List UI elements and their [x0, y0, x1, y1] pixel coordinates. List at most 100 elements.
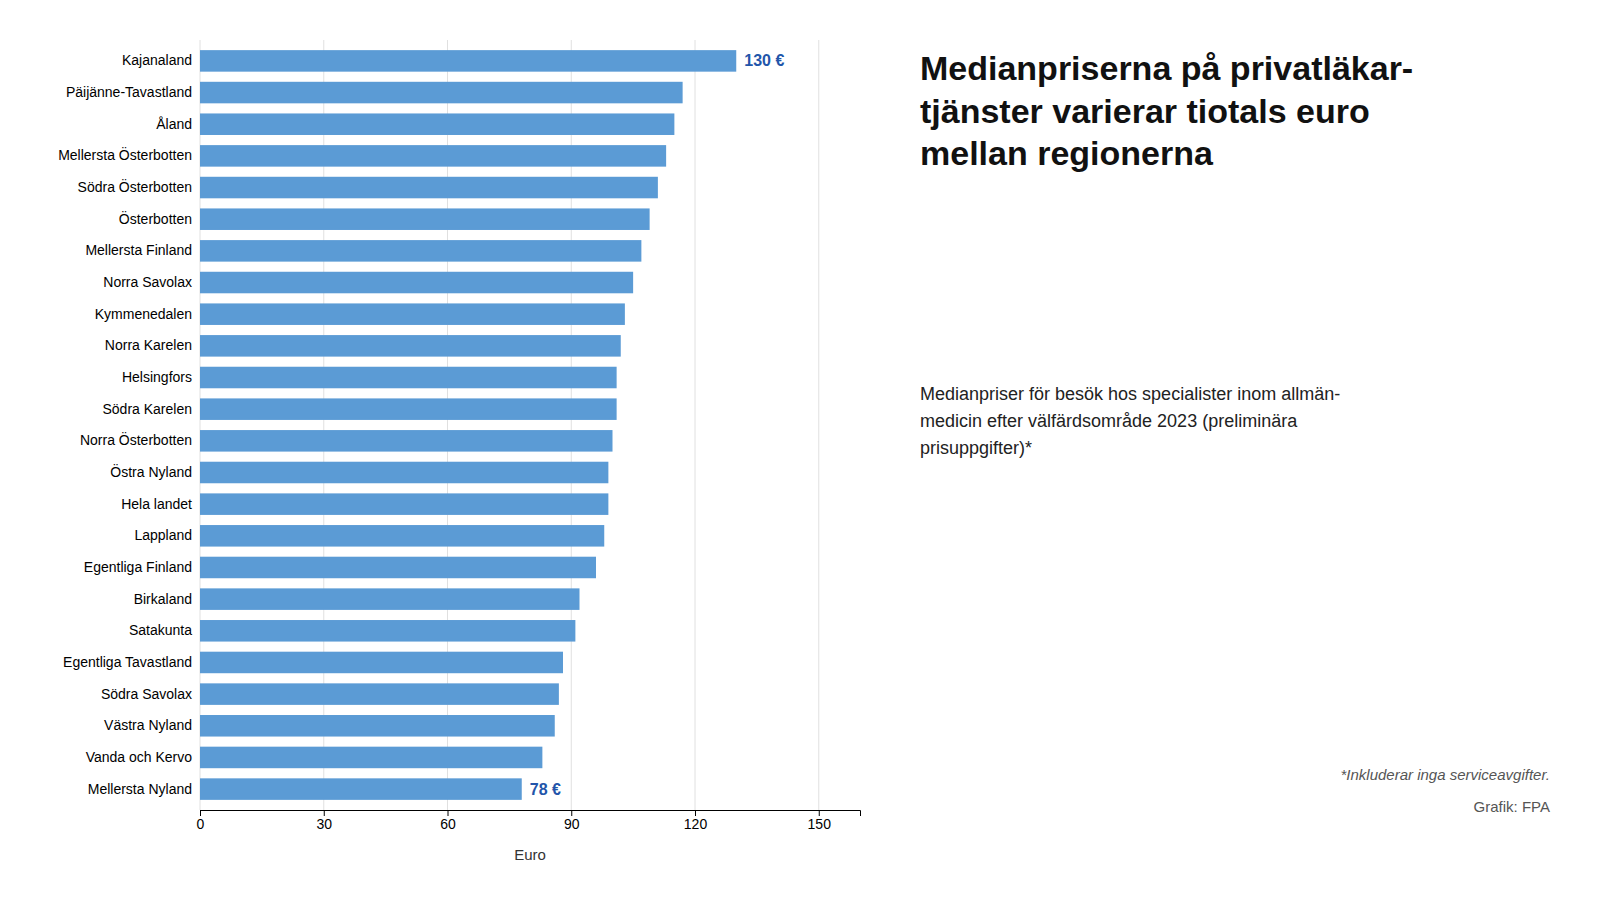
y-tick-label: Mellersta Finland: [85, 242, 192, 258]
y-tick: Satakunta: [129, 622, 192, 638]
grid-line: [695, 40, 696, 810]
x-tick-label: 150: [808, 816, 832, 832]
y-tick: Södra Österbotten: [78, 178, 192, 195]
y-tick: Mellersta Nyland: [88, 781, 192, 797]
y-tick: Mellersta Österbotten: [58, 146, 192, 163]
x-tick: 0: [197, 810, 205, 832]
y-tick-label: Hela landet: [121, 496, 192, 512]
x-axis-title: Euro: [514, 846, 546, 863]
bar: [200, 715, 555, 737]
y-tick-label: Norra Savolax: [103, 274, 192, 290]
y-tick: Västra Nyland: [104, 717, 192, 733]
bar: [200, 778, 522, 800]
x-axis-line: [201, 811, 861, 817]
y-tick: Norra Österbotten: [80, 431, 192, 448]
y-tick: Södra Karelen: [102, 401, 192, 417]
bar: [200, 145, 666, 167]
y-tick: Egentliga Tavastland: [63, 654, 192, 670]
y-tick-label: Österbotten: [119, 210, 192, 227]
bar: [200, 652, 563, 674]
title: Medianpriserna på privatläkar-tjänster v…: [920, 49, 1413, 172]
y-tick-label: Kajanaland: [122, 52, 192, 68]
y-tick: Norra Savolax: [103, 274, 192, 290]
bar: [200, 525, 604, 547]
y-tick-label: Egentliga Tavastland: [63, 654, 192, 670]
grid: [200, 40, 819, 810]
value-label: 78 €: [530, 781, 561, 798]
bar: [200, 240, 641, 262]
y-tick-label: Egentliga Finland: [84, 559, 192, 575]
y-tick-label: Vanda och Kervo: [86, 749, 193, 765]
bar: [200, 462, 608, 484]
bar: [200, 747, 542, 769]
y-tick: Mellersta Finland: [85, 242, 192, 258]
value-label: 130 €: [744, 52, 784, 69]
bar: [200, 177, 658, 199]
y-tick-label: Åland: [156, 116, 192, 132]
y-tick-label: Södra Karelen: [102, 401, 192, 417]
y-tick: Egentliga Finland: [84, 559, 192, 575]
x-tick: 60: [440, 810, 456, 832]
y-tick: Vanda och Kervo: [86, 749, 193, 765]
y-tick: Päijänne-Tavastland: [66, 84, 192, 100]
y-tick-label: Lappland: [134, 527, 192, 543]
y-axis: Kajanaland Päijänne-Tavastland Åland Meller…: [58, 52, 192, 796]
x-tick: 30: [316, 810, 332, 832]
y-tick-label: Helsingfors: [122, 369, 192, 385]
grid-line: [818, 40, 819, 810]
y-tick: Kymmenedalen: [95, 306, 192, 322]
y-tick-label: Södra Österbotten: [78, 178, 192, 195]
y-tick-label: Mellersta Österbotten: [58, 146, 192, 163]
bar: [200, 493, 608, 515]
y-tick-label: Södra Savolax: [101, 686, 192, 702]
x-tick-label: 0: [197, 816, 205, 832]
y-tick-label: Satakunta: [129, 622, 192, 638]
x-tick-label: 90: [564, 816, 580, 832]
y-tick-label: Västra Nyland: [104, 717, 192, 733]
y-tick: Hela landet: [121, 496, 192, 512]
bar: [200, 50, 736, 72]
bar: [200, 82, 683, 104]
y-tick: Östra Nyland: [110, 463, 192, 480]
y-tick-label: Norra Karelen: [105, 337, 192, 353]
y-tick: Kajanaland: [122, 52, 192, 68]
y-tick: Norra Karelen: [105, 337, 192, 353]
y-tick: Lappland: [134, 527, 192, 543]
annotation: *Inkluderar inga serviceavgifter.: [1340, 766, 1550, 783]
x-axis: 0 30 60 90 120 150: [197, 810, 861, 832]
x-tick: 150: [808, 810, 832, 832]
x-tick-label: 30: [316, 816, 332, 832]
y-tick: Södra Savolax: [101, 686, 192, 702]
bar: [200, 588, 580, 610]
bar: [200, 683, 559, 705]
y-tick: Åland: [156, 116, 192, 132]
bar: [200, 303, 625, 325]
value-labels: 130 € 78 €: [530, 52, 785, 797]
bar: [200, 208, 650, 230]
bar: [200, 430, 613, 452]
y-tick: Helsingfors: [122, 369, 192, 385]
bar: [200, 113, 674, 135]
y-tick-label: Päijänne-Tavastland: [66, 84, 192, 100]
chart: 0 30 60 90 120 150 Kajanaland Päijänne-Tavastla…: [0, 0, 1600, 900]
bar: [200, 367, 617, 389]
y-tick-label: Östra Nyland: [110, 463, 192, 480]
annotation: Grafik: FPA: [1474, 798, 1550, 815]
y-tick: Österbotten: [119, 210, 192, 227]
x-tick: 120: [684, 810, 708, 832]
x-tick-label: 60: [440, 816, 456, 832]
bar: [200, 398, 617, 420]
x-tick: 90: [564, 810, 580, 832]
y-tick: Birkaland: [134, 591, 192, 607]
x-tick-label: 120: [684, 816, 708, 832]
y-tick-label: Kymmenedalen: [95, 306, 192, 322]
bar: [200, 557, 596, 579]
bar: [200, 272, 633, 294]
y-tick-label: Birkaland: [134, 591, 192, 607]
bars: [200, 50, 736, 800]
y-tick-label: Mellersta Nyland: [88, 781, 192, 797]
y-tick-label: Norra Österbotten: [80, 431, 192, 448]
subtitle: Medianpriser för besök hos specialister …: [920, 384, 1340, 458]
bar: [200, 620, 575, 642]
bar: [200, 335, 621, 357]
